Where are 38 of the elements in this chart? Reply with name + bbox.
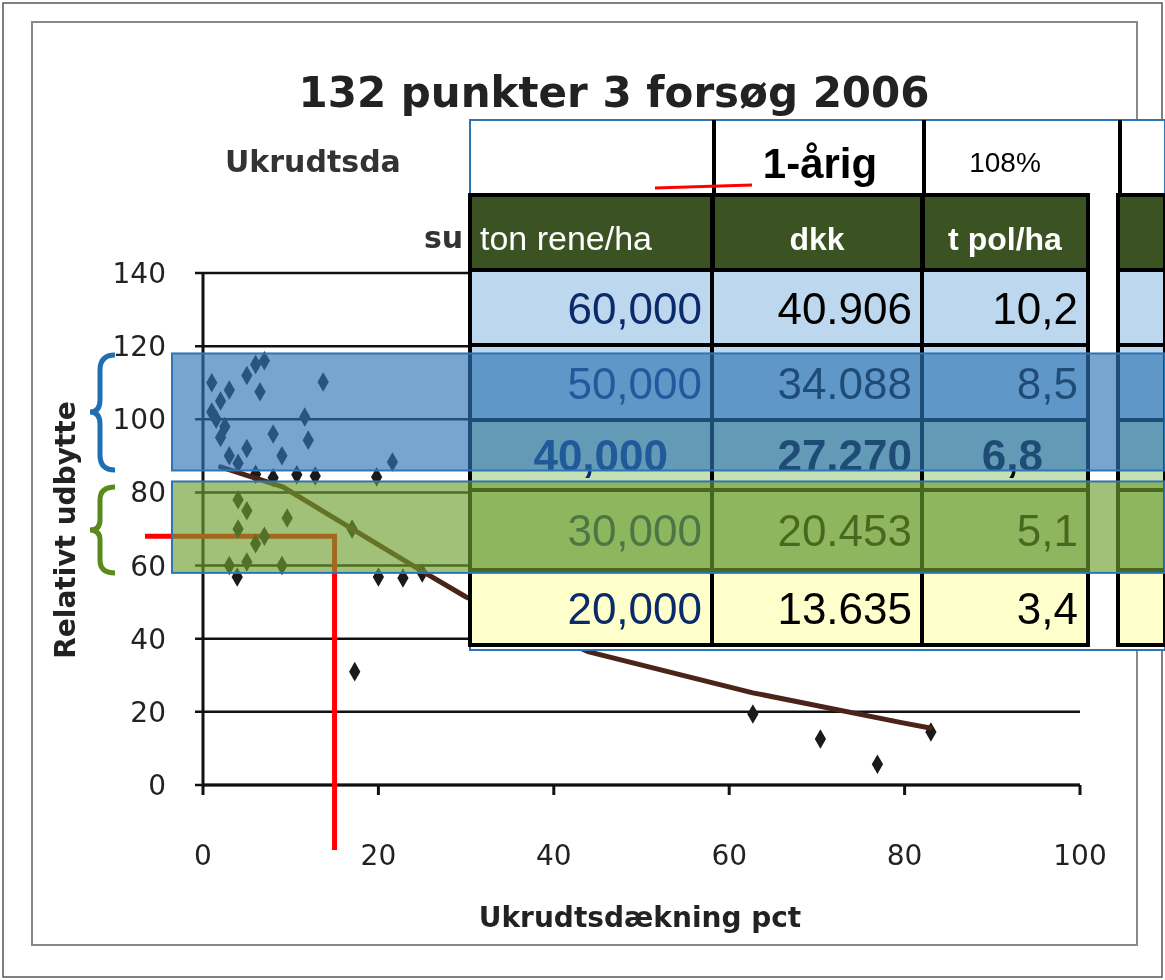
text: dkk — [789, 221, 845, 257]
text: Ukrudtsda su — [225, 144, 464, 255]
x-axis-title: Ukrudtsdækning pct — [478, 901, 802, 934]
annotation: 40,000 — [533, 431, 668, 480]
y-tick-label: 60 — [130, 549, 166, 583]
y-tick-label: 0 — [148, 769, 166, 802]
y-tick-label: 20 — [130, 695, 166, 729]
x-tick-label: 40 — [535, 839, 572, 872]
x-tick-label: 0 — [194, 839, 212, 872]
annotation: 40.906 — [777, 283, 912, 333]
annotation: 10,2 — [992, 283, 1078, 333]
annotation: 20,000 — [567, 583, 702, 633]
annotation: 27.270 — [777, 431, 912, 480]
y-axis-title: Relativt udbytte — [49, 401, 82, 659]
annotation: 30,000 — [567, 506, 702, 555]
y-tick-label: 140 — [112, 257, 166, 290]
text: 1-årig — [762, 140, 878, 187]
x-tick-label: 100 — [1053, 839, 1107, 872]
y-tick-label: 40 — [130, 622, 166, 656]
annotation: 5,1 — [1016, 506, 1078, 555]
y-tick-label: 100 — [112, 403, 166, 437]
annotation: 6,8 — [981, 431, 1043, 480]
annotation: 8,5 — [1016, 358, 1078, 408]
y-tick-label: 120 — [112, 330, 166, 364]
x-tick-label: 20 — [360, 839, 397, 872]
annotation: 50,000 — [567, 358, 702, 408]
x-tick-label: 80 — [886, 839, 923, 872]
chart-title: 132 punkter 3 forsøg 2006 — [298, 68, 930, 117]
text: t pol/ha — [948, 221, 1063, 257]
annotation: 20.453 — [777, 506, 912, 555]
annotation: 60,000 — [567, 283, 702, 333]
y-tick-label: 80 — [130, 476, 166, 510]
text: ton rene/ha — [480, 219, 653, 257]
text: 108% — [969, 147, 1041, 178]
annotation: 13.635 — [777, 583, 912, 633]
x-tick-label: 60 — [711, 839, 748, 872]
annotation: 3,4 — [1016, 583, 1078, 633]
annotation: 34.088 — [777, 358, 912, 408]
